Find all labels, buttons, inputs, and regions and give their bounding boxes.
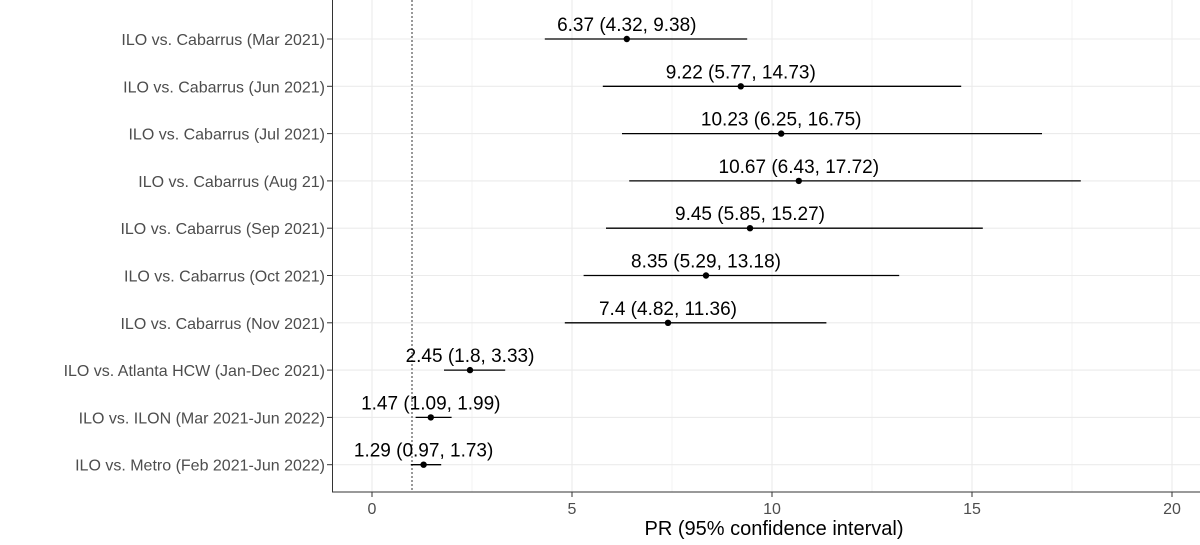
y-tick-label: ILO vs. Cabarrus (Jul 2021) (128, 127, 325, 144)
data-label: 9.45 (5.85, 15.27) (675, 204, 825, 225)
y-axis: ILO vs. Cabarrus (Mar 2021) ILO vs. Cabar… (64, 32, 332, 475)
data-label: 1.29 (0.97, 1.73) (354, 441, 493, 462)
y-tick-label: ILO vs. Cabarrus (Nov 2021) (120, 316, 325, 333)
x-tick-label: 10 (763, 501, 781, 518)
x-tick-label: 20 (1163, 501, 1181, 518)
x-tick-label: 15 (963, 501, 981, 518)
x-axis-title: PR (95% confidence interval) (644, 518, 903, 540)
y-tick-label: ILO vs. Cabarrus (Oct 2021) (124, 269, 325, 286)
x-axis: 0 5 10 15 20 (368, 492, 1181, 518)
point-estimate (746, 225, 754, 232)
y-tick-label: ILO vs. Cabarrus (Sep 2021) (120, 221, 325, 238)
marks-layer (410, 35, 1081, 468)
point-estimate (778, 130, 785, 137)
x-tick-label: 0 (368, 501, 377, 518)
x-tick-label: 5 (568, 501, 577, 518)
y-tick-label: ILO vs. Cabarrus (Aug 21) (138, 174, 325, 191)
point-estimate (466, 366, 474, 374)
y-tick-label: ILO vs. Cabarrus (Mar 2021) (121, 32, 325, 49)
point-estimate (623, 35, 630, 43)
data-label: 10.23 (6.25, 16.75) (701, 110, 862, 131)
point-estimate (795, 177, 802, 185)
data-label: 2.45 (1.8, 3.33) (406, 346, 535, 367)
point-estimate (664, 319, 672, 326)
y-tick-label: ILO vs. ILON (Mar 2021-Jun 2022) (79, 410, 325, 427)
point-estimate (420, 461, 427, 468)
data-label: 1.47 (1.09, 1.99) (361, 393, 500, 414)
y-tick-label: ILO vs. Metro (Feb 2021-Jun 2022) (75, 458, 325, 475)
point-estimate (737, 83, 744, 90)
point-estimate (427, 414, 434, 421)
data-label: 8.35 (5.29, 13.18) (631, 252, 781, 273)
data-label: 7.4 (4.82, 11.36) (599, 299, 737, 320)
y-tick-label: ILO vs. Cabarrus (Jun 2021) (123, 79, 325, 96)
data-labels-layer: 6.37 (4.32, 9.38) 9.22 (5.77, 14.73) 10.23… (354, 15, 879, 462)
data-label: 9.22 (5.77, 14.73) (666, 62, 816, 83)
panel-border (332, 0, 1200, 493)
data-label: 6.37 (4.32, 9.38) (557, 15, 696, 36)
y-tick-label: ILO vs. Atlanta HCW (Jan-Dec 2021) (64, 363, 325, 380)
point-estimate (702, 272, 710, 279)
data-label: 10.67 (6.43, 17.72) (719, 157, 880, 178)
